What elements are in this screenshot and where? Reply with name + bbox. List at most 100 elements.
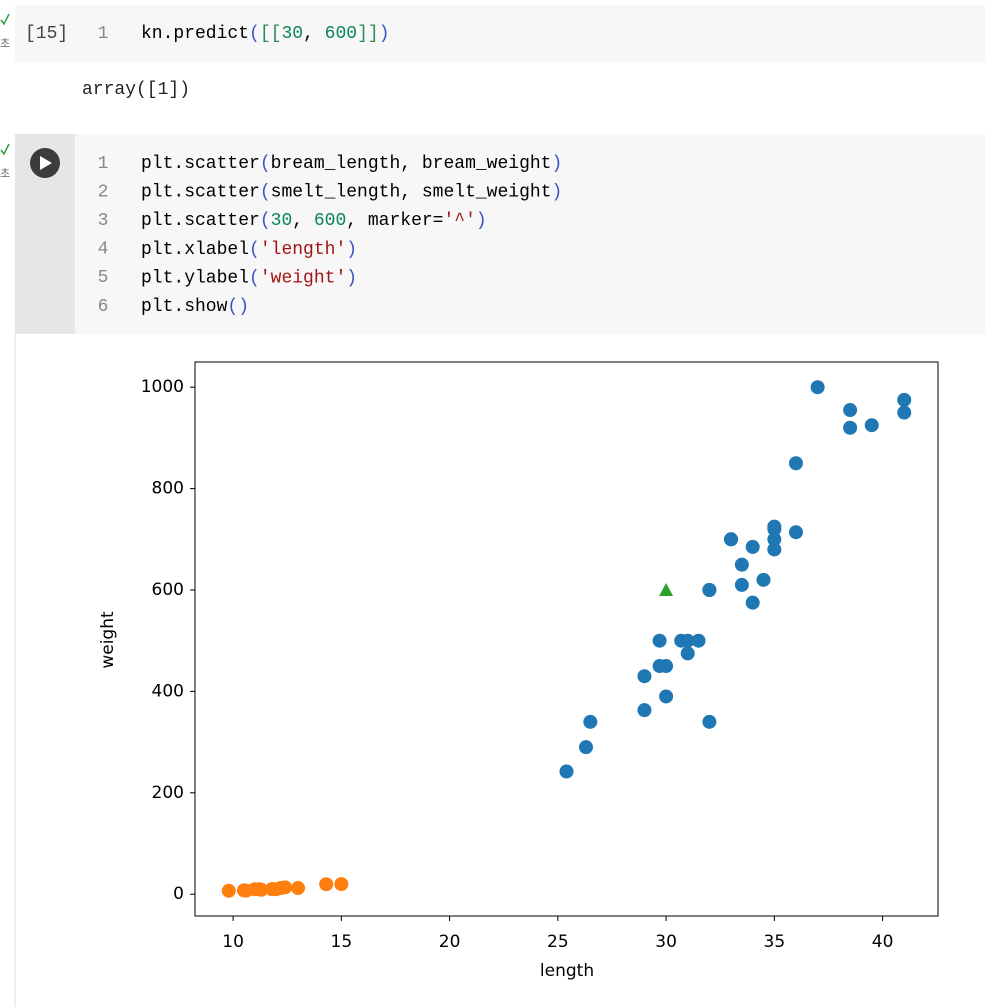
code-cell — [15, 5, 985, 62]
point — [734, 557, 749, 572]
point — [319, 877, 334, 892]
code-token: , — [292, 211, 314, 231]
point — [810, 380, 825, 395]
point — [843, 420, 858, 435]
point — [702, 714, 717, 729]
code-line: plt.ylabel('weight') — [141, 268, 357, 288]
y-tick-label: 1000 — [141, 377, 184, 397]
code-token: 600 — [314, 211, 346, 231]
x-tick-label: 25 — [547, 932, 569, 952]
point — [843, 403, 858, 418]
code-token: ) — [379, 24, 390, 44]
x-tick-label: 20 — [439, 932, 461, 952]
code-token: plt.scatter — [141, 154, 260, 174]
code-token: ) — [346, 268, 357, 288]
x-tick-label: 35 — [764, 932, 786, 952]
point — [659, 689, 674, 704]
point — [659, 582, 674, 596]
point — [788, 525, 803, 540]
code-token: plt.scatter — [141, 211, 260, 231]
point — [691, 633, 706, 648]
code-line: plt.xlabel('length') — [141, 240, 357, 260]
code-token: , marker= — [346, 211, 443, 231]
code-token: plt.ylabel — [141, 268, 249, 288]
code-token: ( — [260, 182, 271, 202]
code-token: () — [227, 297, 249, 317]
code-token: plt.xlabel — [141, 240, 249, 260]
code-line: kn.predict([[30, 600]]) — [141, 24, 390, 44]
point — [767, 522, 782, 537]
x-tick-label: 40 — [872, 932, 894, 952]
code-cell — [15, 134, 985, 334]
point — [702, 582, 717, 597]
line-number: 3 — [98, 211, 109, 231]
code-token: ]] — [357, 24, 379, 44]
point — [767, 542, 782, 557]
point — [767, 532, 782, 547]
output: array([1]) — [82, 80, 190, 100]
code-token: smelt_length, smelt_weight — [271, 182, 552, 202]
x-tick-label: 30 — [655, 932, 677, 952]
line-number: 1 — [98, 24, 109, 44]
code-token: ) — [552, 154, 563, 174]
point — [291, 881, 306, 896]
code-token: 30 — [271, 211, 293, 231]
code-line: plt.scatter(smelt_length, smelt_weight) — [141, 182, 562, 202]
point — [559, 764, 574, 779]
point — [734, 577, 749, 592]
code-token: ) — [476, 211, 487, 231]
y-tick-label: 800 — [152, 479, 184, 499]
code-token: [[ — [260, 24, 282, 44]
code-token: ( — [249, 24, 260, 44]
point — [680, 633, 695, 648]
line-number: 4 — [98, 240, 109, 260]
code-token: ( — [249, 240, 260, 260]
point — [652, 633, 667, 648]
point — [578, 740, 593, 755]
code-token: ( — [249, 268, 260, 288]
code-token: bream_length, bream_weight — [271, 154, 552, 174]
point — [745, 539, 760, 554]
code-token: ) — [552, 182, 563, 202]
y-tick-label: 200 — [152, 783, 184, 803]
point — [659, 659, 674, 674]
point — [583, 714, 598, 729]
point — [864, 418, 879, 433]
point — [680, 646, 695, 661]
status: 초 — [0, 37, 10, 50]
point — [897, 405, 912, 420]
point — [897, 392, 912, 407]
line-number: 6 — [98, 297, 109, 317]
code-token: 30 — [281, 24, 303, 44]
code-token: 'length' — [260, 240, 346, 260]
code-token: ( — [260, 211, 271, 231]
point — [278, 880, 293, 895]
run-icon — [40, 156, 52, 170]
y-tick-label: 400 — [152, 681, 184, 701]
x-tick-label: 15 — [331, 932, 353, 952]
code-token: plt.scatter — [141, 182, 260, 202]
code-token: 600 — [325, 24, 357, 44]
point — [637, 703, 652, 718]
y-tick-label: 600 — [152, 580, 184, 600]
code-token: ) — [346, 240, 357, 260]
status: 초 — [0, 167, 10, 180]
code-token: plt.show — [141, 297, 228, 317]
point — [788, 456, 803, 471]
y-axis-label: weight — [98, 611, 118, 669]
code-line: plt.scatter(bream_length, bream_weight) — [141, 154, 562, 174]
point — [254, 882, 269, 897]
code-token: ( — [260, 154, 271, 174]
code-token: 'weight' — [260, 268, 346, 288]
y-tick-label: 0 — [173, 884, 184, 904]
point — [745, 595, 760, 610]
code-line: plt.scatter(30, 600, marker='^') — [141, 211, 487, 231]
plot-frame — [194, 361, 939, 917]
line-number: 1 — [98, 154, 109, 174]
point — [334, 877, 349, 892]
code-token: '^' — [443, 211, 475, 231]
x-tick-label: 10 — [222, 932, 244, 952]
point — [221, 883, 236, 898]
